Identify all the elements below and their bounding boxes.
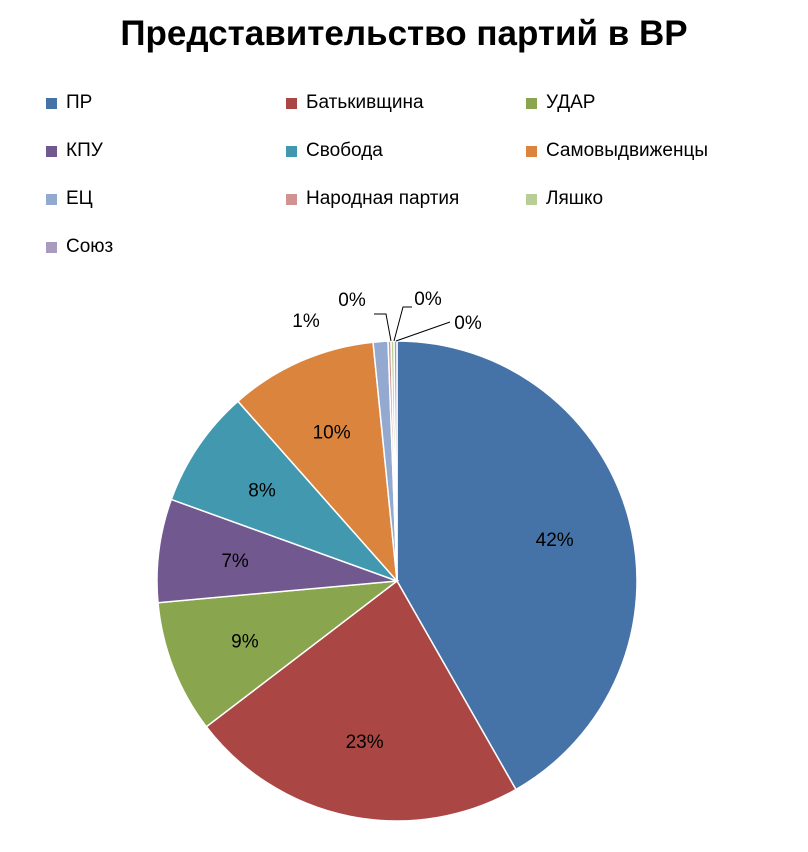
- slice-label: 7%: [221, 551, 249, 572]
- slice-label: 10%: [313, 423, 351, 444]
- legend-swatch: [286, 145, 297, 157]
- legend-item: Самовыдвиженцы: [526, 140, 708, 162]
- leader-line: [374, 313, 392, 342]
- legend-swatch: [286, 193, 297, 205]
- slice-label: 1%: [292, 311, 320, 332]
- leader-line: [393, 306, 412, 342]
- legend-swatch: [526, 193, 537, 205]
- legend-label: КПУ: [66, 140, 103, 161]
- legend-swatch: [526, 145, 537, 157]
- legend-item: Ляшко: [526, 188, 603, 210]
- legend-item: Народная партия: [286, 188, 459, 210]
- legend-label: Ляшко: [546, 188, 604, 209]
- legend-item: КПУ: [46, 140, 103, 162]
- chart-title: Представительство партий в ВР: [120, 14, 688, 53]
- pie-slice: [156, 498, 398, 604]
- slice-label: 23%: [346, 732, 384, 753]
- legend-swatch: [286, 97, 297, 109]
- pie-slice: [396, 340, 638, 791]
- legend-label: Самовыдвиженцы: [546, 140, 708, 161]
- legend-item: Свобода: [286, 140, 383, 162]
- slice-label: 0%: [338, 290, 366, 311]
- legend-swatch: [46, 193, 57, 205]
- legend-label: Батькивщина: [306, 92, 424, 113]
- slice-label: 0%: [454, 313, 482, 334]
- legend-item: ЕЦ: [46, 188, 93, 210]
- slice-label: 8%: [248, 480, 276, 501]
- legend-label: Народная партия: [306, 188, 460, 209]
- leader-line: [395, 321, 451, 342]
- legend-label: ЕЦ: [66, 188, 93, 209]
- slice-label: 42%: [536, 530, 574, 551]
- pie-slice: [157, 580, 400, 728]
- legend-item: УДАР: [526, 92, 595, 114]
- legend-label: Свобода: [306, 140, 383, 161]
- pie-slice: [205, 579, 517, 822]
- legend-swatch: [46, 145, 57, 157]
- legend-item: ПР: [46, 92, 92, 114]
- legend-swatch: [526, 97, 537, 109]
- legend-label: УДАР: [546, 92, 596, 113]
- legend-swatch: [46, 97, 57, 109]
- pie-slice: [236, 341, 398, 584]
- legend-item: Батькивщина: [286, 92, 424, 114]
- pie-slice: [170, 400, 398, 582]
- slice-label: 0%: [414, 289, 442, 310]
- legend-label: ПР: [66, 92, 93, 113]
- legend-label: Союз: [66, 236, 114, 257]
- legend-item: Союз: [46, 236, 113, 258]
- slice-label: 9%: [231, 631, 259, 652]
- legend-swatch: [46, 241, 57, 253]
